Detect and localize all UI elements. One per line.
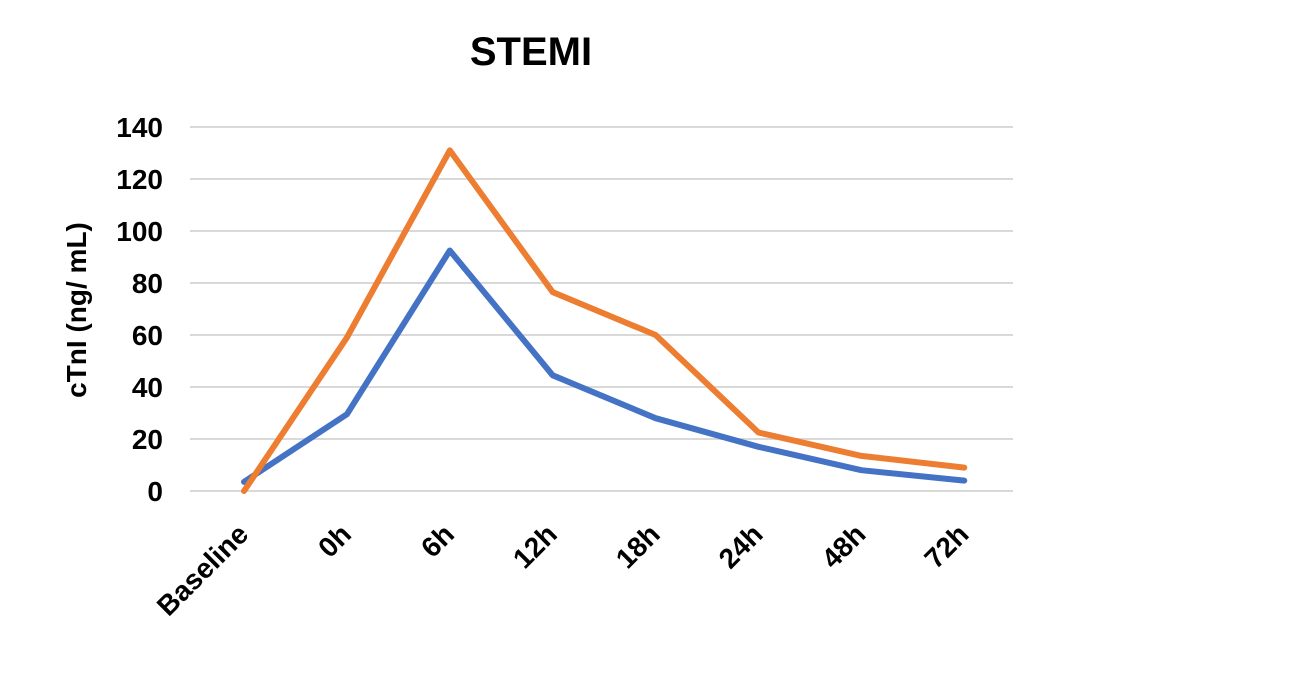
x-tick-label: 12h	[507, 518, 563, 574]
gridlines	[190, 126, 1013, 492]
y-tick-label: 100	[116, 216, 163, 247]
series-lines	[241, 147, 968, 494]
x-tick-label: 72h	[919, 518, 975, 574]
y-axis-title: cTnI (ng/ mL)	[61, 222, 92, 398]
x-tick-label: 48h	[816, 518, 872, 574]
chart-title: STEMI	[470, 30, 592, 74]
x-tick-label: 0h	[312, 518, 357, 563]
y-tick-label: 20	[132, 424, 163, 455]
x-tick-label: 6h	[415, 518, 460, 563]
y-tick-label: 40	[132, 372, 163, 403]
y-tick-label: 140	[116, 112, 163, 143]
y-axis-ticks: 0 20 40 60 80 100 120 140	[116, 112, 163, 507]
x-tick-label: 24h	[713, 518, 769, 574]
x-tick-label: Baseline	[151, 518, 254, 621]
y-tick-label: 0	[147, 476, 163, 507]
y-tick-label: 60	[132, 320, 163, 351]
series-line-1	[241, 247, 968, 485]
series-line-2	[241, 147, 968, 494]
y-tick-label: 80	[132, 268, 163, 299]
x-axis-ticks: Baseline 0h 6h 12h 18h 24h 48h 72h	[151, 518, 975, 621]
y-tick-label: 120	[116, 164, 163, 195]
x-tick-label: 18h	[610, 518, 666, 574]
